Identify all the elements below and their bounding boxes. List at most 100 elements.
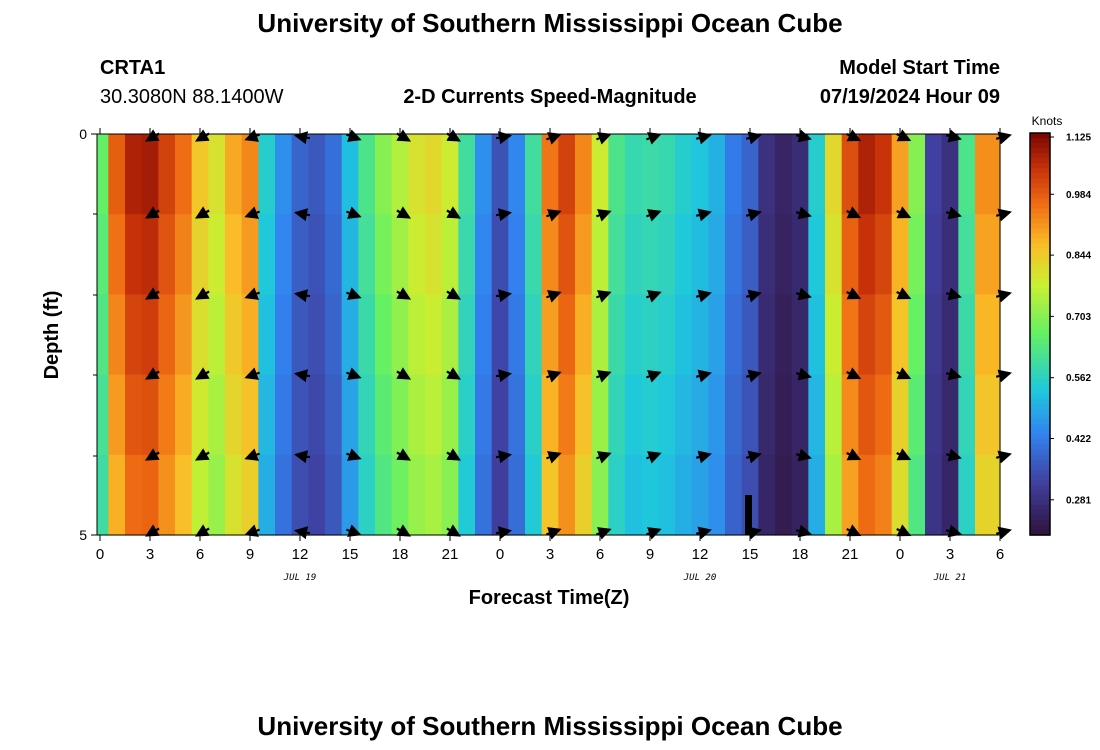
- heat-cell: [291, 214, 309, 295]
- heat-cell: [675, 134, 693, 215]
- heat-cell: [508, 374, 526, 456]
- heat-cell: [275, 134, 293, 215]
- current-arrow: [945, 367, 962, 381]
- colorbar-segment: [1030, 484, 1050, 491]
- heat-cell: [341, 134, 359, 215]
- heat-cell: [341, 454, 359, 536]
- heat-cell: [358, 454, 376, 536]
- heat-cell: [891, 294, 909, 376]
- heat-cell: [508, 134, 526, 215]
- current-arrow: [846, 129, 862, 142]
- heat-cell: [625, 374, 643, 456]
- colorbar-segment: [1030, 439, 1050, 446]
- heat-cell: [191, 294, 209, 376]
- heat-cell: [891, 454, 909, 536]
- heat-cell: [725, 214, 743, 295]
- heat-cell: [758, 454, 776, 536]
- heat-cell: [341, 294, 359, 376]
- x-axis-label: Forecast Time(Z): [469, 587, 630, 609]
- heat-cell: [991, 214, 1001, 295]
- current-arrow: [244, 367, 260, 380]
- heat-cell: [491, 294, 509, 376]
- heat-cell: [725, 374, 743, 456]
- colorbar-segment: [1030, 248, 1050, 255]
- colorbar-segment: [1030, 138, 1050, 144]
- heat-cell: [658, 454, 676, 536]
- heat-cell: [675, 374, 693, 456]
- heat-cell: [758, 214, 776, 295]
- current-arrow: [346, 287, 362, 300]
- current-arrow: [745, 369, 762, 383]
- heat-cell: [158, 294, 176, 376]
- heat-cell: [341, 374, 359, 456]
- current-arrow: [396, 129, 412, 142]
- heat-cell: [141, 374, 159, 456]
- heat-cell: [808, 374, 826, 456]
- station-id: CRTA1: [100, 57, 166, 79]
- heat-cell: [225, 214, 243, 295]
- heat-cell: [275, 454, 293, 536]
- heat-cell: [558, 374, 576, 456]
- heat-cell: [991, 294, 1001, 376]
- x-tick-label: 3: [546, 546, 554, 563]
- current-arrow: [945, 129, 962, 143]
- colorbar-segment: [1030, 354, 1050, 360]
- colorbar-segment: [1030, 369, 1050, 375]
- current-arrow: [596, 370, 612, 383]
- heat-cell: [941, 214, 959, 295]
- heat-cell: [175, 214, 193, 295]
- heat-cell: [458, 374, 476, 456]
- current-arrow: [293, 131, 311, 145]
- heat-cell: [241, 294, 259, 376]
- colorbar-segment: [1030, 168, 1050, 174]
- current-arrow: [244, 206, 260, 219]
- current-arrow: [795, 524, 812, 538]
- current-arrow: [546, 132, 562, 145]
- colorbar-segment: [1030, 158, 1050, 164]
- heat-cell: [941, 294, 959, 376]
- heat-cell: [258, 294, 276, 376]
- heat-cell: [158, 454, 176, 536]
- heat-cell: [97, 294, 109, 376]
- current-arrow: [446, 129, 462, 142]
- colorbar-segment: [1030, 163, 1050, 169]
- colorbar-tick-label: 0.844: [1066, 251, 1091, 262]
- heat-cell: [475, 214, 493, 295]
- heat-cell: [441, 374, 459, 456]
- heat-cell: [975, 374, 993, 456]
- heat-cell: [925, 134, 943, 215]
- heat-cell: [141, 214, 159, 295]
- colorbar-segment: [1030, 479, 1050, 486]
- heat-cell: [691, 134, 709, 215]
- current-arrow: [293, 208, 311, 222]
- x-tick-label: 9: [646, 546, 654, 563]
- current-arrow: [745, 526, 762, 540]
- current-arrow: [144, 367, 160, 380]
- current-arrow: [795, 129, 812, 143]
- heat-cell: [108, 374, 126, 456]
- date-label: JUL 21: [933, 573, 967, 583]
- heat-cell: [441, 454, 459, 536]
- heat-cell: [208, 374, 226, 456]
- current-arrow: [945, 448, 962, 462]
- heat-cell: [375, 214, 393, 295]
- heat-cell: [558, 454, 576, 536]
- heat-cell: [158, 214, 176, 295]
- heat-cell: [641, 214, 659, 295]
- heat-cell: [225, 374, 243, 456]
- current-arrow: [144, 448, 160, 461]
- colorbar-segment: [1030, 384, 1050, 390]
- current-arrow: [596, 451, 612, 464]
- heat-cell: [825, 454, 843, 536]
- current-arrow: [293, 289, 311, 303]
- colorbar-segment: [1030, 243, 1050, 250]
- heat-cell: [608, 214, 626, 295]
- colorbar-segment: [1030, 429, 1050, 436]
- heat-cell: [458, 294, 476, 376]
- current-arrow: [896, 287, 912, 300]
- heat-cell: [541, 454, 559, 536]
- heat-cell: [841, 294, 859, 376]
- heat-cell: [558, 134, 576, 215]
- colorbar-segment: [1030, 449, 1050, 456]
- heat-cell: [258, 374, 276, 456]
